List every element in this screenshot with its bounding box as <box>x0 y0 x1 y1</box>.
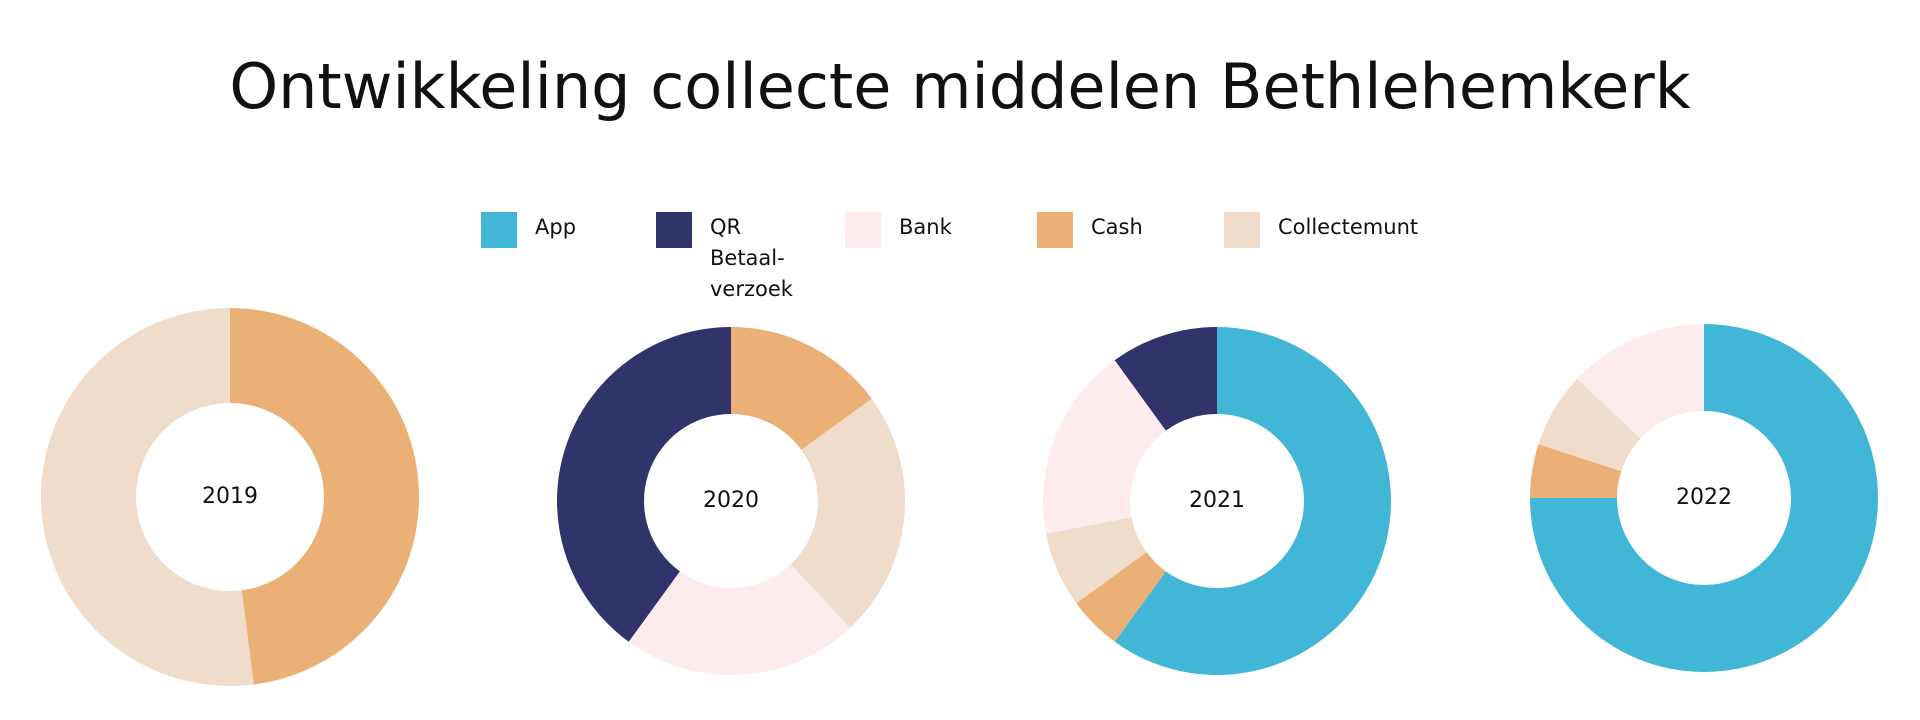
donut-slice <box>731 327 872 450</box>
donut-slice <box>1114 327 1391 675</box>
legend-swatch <box>845 212 881 248</box>
legend-swatch <box>1037 212 1073 248</box>
donut-slice <box>1043 360 1166 534</box>
donut-slice <box>230 308 420 685</box>
donut-slice <box>790 398 905 628</box>
donut-slice <box>1076 552 1166 642</box>
donut-label: 2020 <box>703 488 759 513</box>
donut-slice <box>1046 517 1147 604</box>
legend-swatch <box>481 212 517 248</box>
donut-slice <box>556 327 731 642</box>
legend-item: Collectemunt <box>1224 212 1419 248</box>
donut-slice <box>1577 324 1704 439</box>
legend-item: Bank <box>845 212 1019 248</box>
donut-slice <box>1538 378 1641 472</box>
legend-label: Cash <box>1091 215 1143 239</box>
donut-slice <box>1530 444 1622 498</box>
donut-slice <box>1530 324 1878 672</box>
legend-label: Bank <box>899 215 952 239</box>
legend-item: QR Betaal-verzoek <box>656 212 822 305</box>
donut-slice <box>41 308 254 686</box>
donut-slice <box>1114 327 1217 431</box>
legend-label: App <box>535 215 577 239</box>
legend-swatch <box>1224 212 1260 248</box>
legend-label: Collectemunt <box>1278 215 1419 239</box>
legend-item: Cash <box>1037 212 1211 248</box>
legend-swatch <box>656 212 692 248</box>
donut-label: 2022 <box>1676 485 1732 510</box>
donut-label: 2021 <box>1189 488 1245 513</box>
legend-item: App <box>481 212 655 248</box>
page-title: Ontwikkeling collecte middelen Bethlehem… <box>229 50 1691 123</box>
donut-label: 2019 <box>202 484 258 509</box>
legend-label: QR Betaal-verzoek <box>710 215 793 301</box>
donut-slice <box>628 564 851 675</box>
